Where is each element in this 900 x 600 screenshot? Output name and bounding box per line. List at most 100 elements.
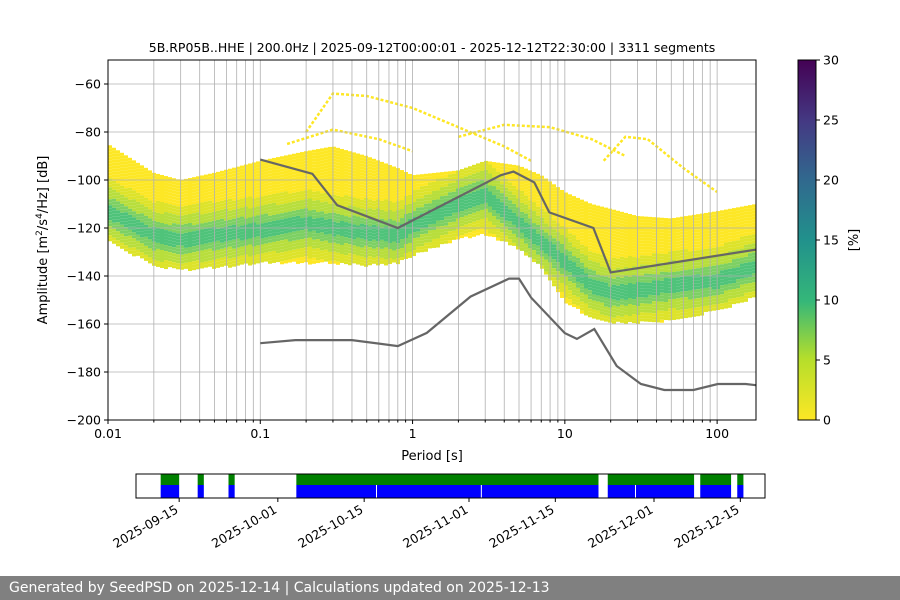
- heatmap-cell: [572, 274, 576, 277]
- heatmap-cell: [364, 201, 368, 204]
- heatmap-cell: [484, 218, 488, 221]
- heatmap-cell: [372, 225, 376, 228]
- heatmap-cell: [120, 153, 124, 156]
- heatmap-cell: [288, 164, 292, 167]
- heatmap-cell: [688, 284, 692, 287]
- heatmap-cell: [208, 192, 212, 195]
- heatmap-cell: [224, 176, 228, 179]
- heatmap-cell: [108, 208, 112, 211]
- heatmap-cell: [644, 259, 648, 262]
- heatmap-cell: [676, 289, 680, 292]
- heatmap-cell: [376, 166, 380, 169]
- heatmap-cell: [376, 196, 380, 199]
- heatmap-cell: [536, 237, 540, 240]
- heatmap-cell: [136, 214, 140, 217]
- heatmap-cell: [648, 256, 652, 259]
- heatmap-cell: [344, 168, 348, 171]
- heatmap-cell: [156, 258, 160, 261]
- heatmap-cell: [684, 264, 688, 267]
- heatmap-cell: [192, 183, 196, 186]
- heatmap-cell: [308, 187, 312, 190]
- heatmap-cell: [624, 222, 628, 225]
- heatmap-cell: [576, 198, 580, 201]
- heatmap-cell: [208, 204, 212, 207]
- heatmap-cell: [120, 207, 124, 210]
- heatmap-cell: [508, 236, 512, 239]
- heatmap-cell: [496, 205, 500, 208]
- heatmap-cell: [432, 185, 436, 188]
- heatmap-cell: [660, 299, 664, 302]
- heatmap-cell: [312, 237, 316, 240]
- heatmap-cell: [436, 173, 440, 176]
- heatmap-cell: [208, 195, 212, 198]
- heatmap-cell: [160, 208, 164, 211]
- heatmap-cell: [544, 194, 548, 197]
- heatmap-cell: [440, 223, 444, 226]
- heatmap-cell: [672, 245, 676, 248]
- heatmap-cell: [268, 201, 272, 204]
- heatmap-cell: [204, 184, 208, 187]
- heatmap-cell: [684, 279, 688, 282]
- heatmap-cell: [648, 283, 652, 286]
- heatmap-cell: [472, 225, 476, 228]
- heatmap-cell: [248, 232, 252, 235]
- heatmap-cell: [208, 219, 212, 222]
- heatmap-cell: [116, 237, 120, 240]
- heatmap-cell: [312, 255, 316, 258]
- heatmap-cell: [344, 180, 348, 183]
- heatmap-cell: [572, 235, 576, 238]
- heatmap-cell: [456, 170, 460, 173]
- heatmap-cell: [296, 231, 300, 234]
- heatmap-cell: [576, 300, 580, 303]
- heatmap-cell: [248, 223, 252, 226]
- heatmap-cell: [156, 210, 160, 213]
- heatmap-cell: [468, 202, 472, 205]
- heatmap-cell: [468, 217, 472, 220]
- heatmap-cell: [172, 262, 176, 265]
- heatmap-cell: [344, 213, 348, 216]
- heatmap-cell: [284, 257, 288, 260]
- heatmap-cell: [268, 198, 272, 201]
- heatmap-cell: [172, 208, 176, 211]
- heatmap-cell: [696, 289, 700, 292]
- heatmap-cell: [216, 232, 220, 235]
- heatmap-cell: [608, 314, 612, 317]
- heatmap-cell: [372, 177, 376, 180]
- heatmap-cell: [308, 199, 312, 202]
- heatmap-cell: [544, 251, 548, 254]
- heatmap-cell: [628, 217, 632, 220]
- heatmap-cell: [604, 238, 608, 241]
- heatmap-cell: [652, 307, 656, 310]
- heatmap-cell: [252, 219, 256, 222]
- heatmap-cell: [632, 248, 636, 251]
- heatmap-cell: [148, 203, 152, 206]
- heatmap-cell: [472, 174, 476, 177]
- heatmap-cell: [136, 220, 140, 223]
- heatmap-cell: [280, 237, 284, 240]
- heatmap-cell: [704, 213, 708, 216]
- heatmap-cell: [496, 208, 500, 211]
- heatmap-cell: [324, 163, 328, 166]
- heatmap-cell: [692, 218, 696, 221]
- heatmap-cell: [384, 199, 388, 202]
- heatmap-cell: [576, 267, 580, 270]
- heatmap-cell: [136, 196, 140, 199]
- heatmap-cell: [296, 162, 300, 165]
- heatmap-cell: [328, 207, 332, 210]
- heatmap-cell: [200, 193, 204, 196]
- heatmap-cell: [132, 199, 136, 202]
- heatmap-cell: [400, 185, 404, 188]
- heatmap-cell: [632, 272, 636, 275]
- heatmap-cell: [576, 294, 580, 297]
- heatmap-cell: [208, 249, 212, 252]
- heatmap-cell: [560, 292, 564, 295]
- heatmap-cell: [600, 315, 604, 318]
- heatmap-cell: [136, 187, 140, 190]
- heatmap-cell: [368, 181, 372, 184]
- heatmap-cell: [572, 196, 576, 199]
- heatmap-cell: [420, 180, 424, 183]
- heatmap-cell: [376, 172, 380, 175]
- heatmap-cell: [360, 239, 364, 242]
- heatmap-cell: [244, 183, 248, 186]
- heatmap-cell: [640, 294, 644, 297]
